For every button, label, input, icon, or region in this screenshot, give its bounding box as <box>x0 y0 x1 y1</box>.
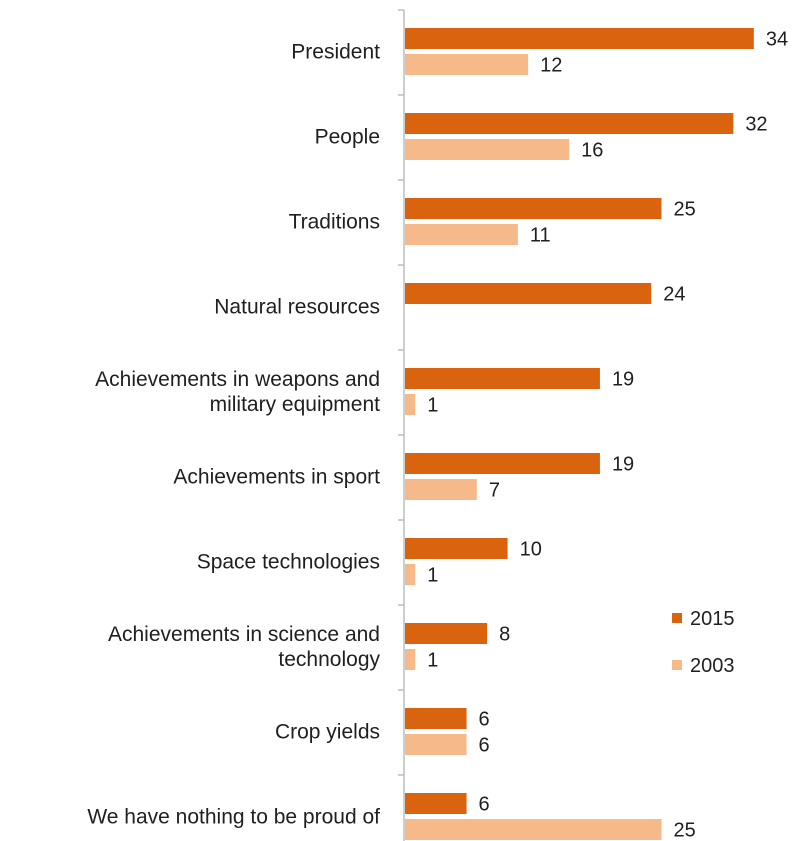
value-label-2003: 6 <box>479 735 490 757</box>
legend-swatch-2015 <box>672 613 682 623</box>
category-label: Achievements in science and technology <box>108 623 380 671</box>
category-label: Space technologies <box>197 551 380 574</box>
bar-2003 <box>405 139 570 160</box>
value-label-2015: 24 <box>663 284 685 306</box>
category-label-line: military equipment <box>210 393 381 416</box>
category-label-line: President <box>291 41 380 64</box>
bar-2015 <box>405 113 734 134</box>
value-label-2003: 16 <box>581 140 603 162</box>
bar-2015 <box>405 453 600 474</box>
bar-2003 <box>405 394 416 415</box>
category-label-line: Crop yields <box>275 721 380 744</box>
bar-2015 <box>405 198 662 219</box>
bar-2015 <box>405 368 600 389</box>
value-label-2015: 6 <box>479 794 490 816</box>
value-label-2015: 6 <box>479 709 490 731</box>
category-label-line: Achievements in sport <box>173 466 380 489</box>
category-label-line: Natural resources <box>214 296 380 319</box>
bar-2003 <box>405 819 662 840</box>
category-label-line: Space technologies <box>197 551 380 574</box>
value-label-2003: 25 <box>674 820 696 841</box>
category-label-line: Traditions <box>289 211 380 234</box>
category-label-line: Achievements in weapons and <box>95 368 380 391</box>
category-label: President <box>291 41 380 64</box>
bar-2003 <box>405 479 477 500</box>
value-label-2003: 11 <box>530 225 551 247</box>
legend-label-2015: 2015 <box>690 608 735 630</box>
category-label: Achievements in sport <box>173 466 380 489</box>
bar-2003 <box>405 734 467 755</box>
bar-2003 <box>405 649 416 670</box>
value-label-2015: 10 <box>520 539 542 561</box>
legend: 2015 2003 <box>672 608 735 677</box>
bar-2015 <box>405 623 488 644</box>
value-label-2015: 32 <box>745 114 767 136</box>
category-labels: President People Traditions Natural resourc… <box>87 41 380 829</box>
bars <box>405 28 754 840</box>
bar-2015 <box>405 28 754 49</box>
category-label: We have nothing to be proud of <box>87 806 380 829</box>
category-label: Natural resources <box>214 296 380 319</box>
value-label-2003: 12 <box>540 55 562 77</box>
bar-2003 <box>405 564 416 585</box>
value-label-2015: 25 <box>674 199 696 221</box>
value-label-2015: 19 <box>612 369 634 391</box>
value-label-2015: 34 <box>766 29 788 51</box>
value-label-2003: 1 <box>427 650 438 672</box>
value-label-2003: 1 <box>427 565 438 587</box>
bar-2003 <box>405 224 518 245</box>
category-label: People <box>315 126 380 149</box>
category-label-line: technology <box>278 648 380 671</box>
bar-2015 <box>405 793 467 814</box>
category-label: Crop yields <box>275 721 380 744</box>
legend-swatch-2003 <box>672 660 682 670</box>
bar-2015 <box>405 283 652 304</box>
category-label-line: Achievements in science and <box>108 623 380 646</box>
value-label-2003: 7 <box>489 480 500 502</box>
bar-2015 <box>405 708 467 729</box>
category-axis <box>398 9 405 841</box>
category-label: Achievements in weapons and military equi… <box>95 368 380 416</box>
value-label-2015: 8 <box>499 624 510 646</box>
category-label-line: We have nothing to be proud of <box>87 806 380 829</box>
category-label-line: People <box>315 126 380 149</box>
legend-label-2003: 2003 <box>690 655 735 677</box>
category-label: Traditions <box>289 211 380 234</box>
bar-2003 <box>405 54 529 75</box>
bar-2015 <box>405 538 508 559</box>
value-label-2015: 19 <box>612 454 634 476</box>
value-label-2003: 1 <box>427 395 438 417</box>
